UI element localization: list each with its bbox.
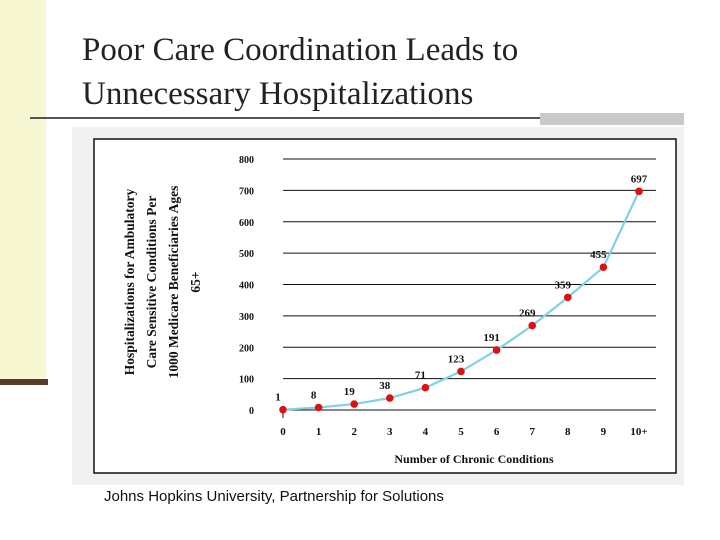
y-axis-label: Hospitalizations for Ambulatory Care Sens… — [122, 186, 203, 379]
data-point — [564, 293, 572, 302]
title-underline — [30, 117, 540, 119]
x-tick-label: 9 — [601, 426, 607, 438]
data-point — [350, 400, 359, 408]
data-label: 191 — [483, 332, 500, 344]
slide-title-line-1: Poor Care Coordination Leads to — [82, 32, 519, 68]
y-axis-label-line: 1000 Medicare Beneficiaries Ages — [166, 186, 181, 379]
data-label: 123 — [448, 353, 465, 365]
data-label: 8 — [311, 389, 317, 401]
x-tick-label: 3 — [387, 426, 393, 438]
y-tick-label: 200 — [239, 343, 254, 354]
x-tick-label: 5 — [458, 426, 464, 438]
y-axis-label-line: Care Sensitive Conditions Per — [144, 196, 159, 369]
y-tick-label: 700 — [239, 186, 254, 197]
y-tick-labels: 0 100 200 300 400 500 600 700 800 — [239, 155, 254, 417]
x-axis-label: Number of Chronic Conditions — [394, 452, 554, 466]
data-point — [279, 405, 287, 414]
series-markers — [279, 187, 643, 414]
data-label: 359 — [555, 279, 572, 291]
source-caption: Johns Hopkins University, Partnership fo… — [104, 488, 444, 505]
x-tick-label: 2 — [351, 426, 357, 438]
y-tick-label: 500 — [239, 249, 254, 260]
x-tick-label: 7 — [529, 426, 535, 438]
gridlines — [283, 158, 656, 411]
chart-panel: Hospitalizations for Ambulatory Care Sens… — [72, 127, 684, 485]
y-tick-label: 400 — [239, 281, 254, 292]
data-labels: 1 8 19 38 71 123 191 269 359 455 697 — [275, 173, 648, 403]
x-tick-label: 6 — [494, 426, 500, 438]
y-axis-label-line: 65+ — [188, 271, 203, 292]
data-label: 38 — [379, 380, 391, 392]
data-label: 71 — [415, 370, 426, 382]
data-point — [635, 187, 643, 196]
x-tick-label: 10+ — [630, 426, 647, 438]
x-tick-labels: 0 1 2 3 4 5 6 7 8 9 10+ — [280, 426, 647, 438]
data-point — [528, 321, 536, 330]
title-underline-accent — [540, 113, 684, 125]
y-tick-label: 300 — [239, 312, 254, 323]
slide-title: Poor Care Coordination Leads to Unnecess… — [82, 28, 682, 116]
data-point — [492, 346, 501, 354]
y-tick-label: 600 — [239, 218, 254, 229]
data-label: 455 — [590, 249, 607, 261]
data-point — [386, 394, 394, 402]
data-point — [421, 383, 430, 392]
data-label: 19 — [344, 386, 356, 398]
data-label: 269 — [519, 308, 536, 320]
data-point — [314, 403, 323, 412]
x-tick-label: 4 — [423, 426, 429, 438]
chart-svg: Hospitalizations for Ambulatory Care Sens… — [93, 138, 677, 474]
y-axis-label-line: Hospitalizations for Ambulatory — [122, 188, 137, 375]
y-tick-label: 0 — [249, 406, 254, 417]
data-label: 697 — [631, 173, 648, 185]
y-tick-label: 800 — [239, 155, 254, 166]
y-tick-label: 100 — [239, 375, 254, 386]
x-tick-label: 0 — [280, 426, 286, 438]
chart-frame — [93, 138, 677, 474]
data-point — [599, 263, 608, 272]
x-tick-label: 8 — [565, 426, 571, 438]
data-label: 1 — [275, 392, 281, 404]
data-point — [457, 367, 465, 376]
slide-title-line-2: Unnecessary Hospitalizations — [82, 76, 474, 112]
side-accent-edge — [0, 379, 48, 385]
x-tick-label: 1 — [316, 426, 322, 438]
side-accent-bar — [0, 0, 46, 385]
